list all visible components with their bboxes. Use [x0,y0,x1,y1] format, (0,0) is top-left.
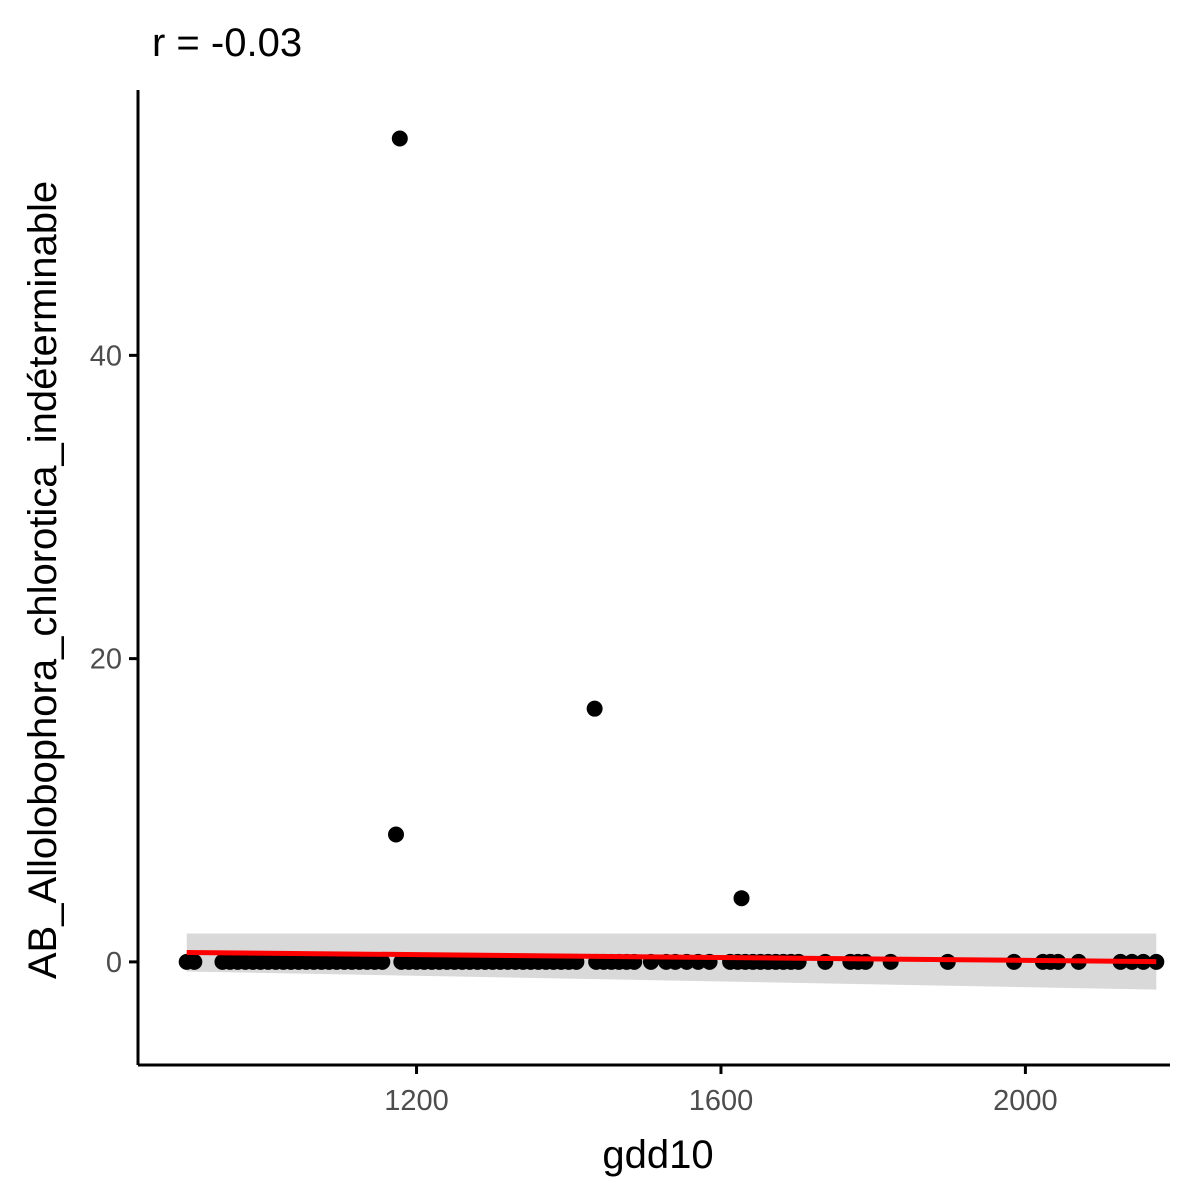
y-tick-label: 20 [90,644,122,676]
points-layer [178,130,1165,970]
ticks-layer: 1200 1600 2000 0 20 40 [90,340,1058,1117]
data-point [388,826,404,843]
data-point [882,953,899,970]
data-point [186,953,203,970]
y-tick-label: 40 [90,340,122,372]
y-tick-label: 0 [106,947,122,979]
data-point [391,130,408,147]
x-axis-title: gdd10 [602,1133,713,1177]
fit-line-layer [186,949,1157,965]
data-point [586,700,603,717]
data-point [733,890,750,907]
chart-title: r = -0.03 [152,21,302,65]
data-point [374,953,391,970]
x-tick-label: 1200 [384,1085,449,1117]
axes-layer [136,90,1170,1067]
data-point [1148,953,1165,970]
x-tick-label: 2000 [993,1085,1058,1117]
y-axis-title: AB_Allolobophora_chlorotica_indéterminab… [21,181,65,979]
x-tick-label: 1600 [689,1085,754,1117]
fit-line [186,949,1157,965]
data-point [857,953,874,970]
